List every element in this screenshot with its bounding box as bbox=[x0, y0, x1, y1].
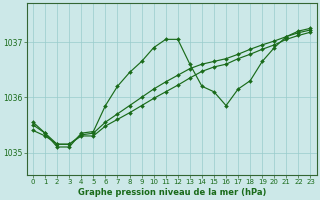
X-axis label: Graphe pression niveau de la mer (hPa): Graphe pression niveau de la mer (hPa) bbox=[77, 188, 266, 197]
